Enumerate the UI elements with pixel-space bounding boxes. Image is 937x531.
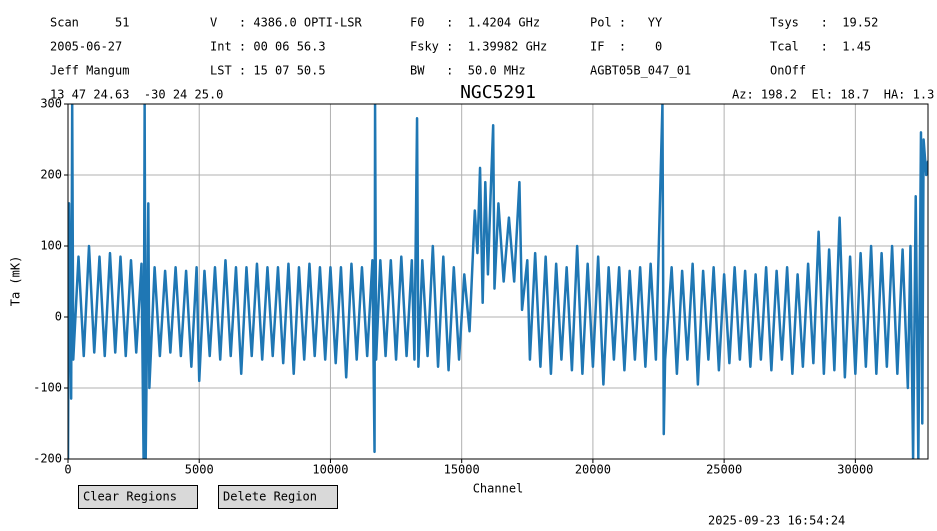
header-field: IF : 0 bbox=[590, 40, 662, 54]
header-field: Fsky : 1.39982 GHz bbox=[410, 40, 547, 54]
header-field: Int : 00 06 56.3 bbox=[210, 40, 326, 54]
button-label[interactable]: Delete Region bbox=[223, 490, 317, 504]
plot-frame bbox=[67, 103, 929, 460]
pointing: Az: 198.2 El: 18.7 HA: 1.3 bbox=[732, 88, 934, 102]
x-tick-label: 15000 bbox=[444, 463, 480, 477]
y-tick-label: 100 bbox=[40, 239, 62, 253]
header-field: BW : 50.0 MHz bbox=[410, 64, 526, 78]
header-field: Scan 51 bbox=[50, 16, 129, 30]
header-field: 2005-06-27 bbox=[50, 40, 122, 54]
header-field: LST : 15 07 50.5 bbox=[210, 64, 326, 78]
header-field: OnOff bbox=[770, 64, 806, 78]
y-tick-label: -100 bbox=[33, 381, 62, 395]
header-field: Pol : YY bbox=[590, 16, 663, 30]
header-field: V : 4386.0 OPTI-LSR bbox=[210, 16, 362, 30]
button-label[interactable]: Clear Regions bbox=[83, 490, 177, 504]
coords: 13 47 24.63 -30 24 25.0 bbox=[50, 88, 223, 102]
y-tick-label: 0 bbox=[55, 310, 62, 324]
y-tick-label: 300 bbox=[40, 97, 62, 111]
header-field: F0 : 1.4204 GHz bbox=[410, 16, 540, 30]
button-box[interactable] bbox=[218, 485, 338, 509]
button-box[interactable] bbox=[78, 485, 198, 509]
y-axis-label: Ta (mK) bbox=[9, 256, 23, 307]
x-tick-label: 5000 bbox=[185, 463, 214, 477]
x-tick-label: 20000 bbox=[575, 463, 611, 477]
x-axis-label: Channel bbox=[473, 482, 524, 496]
timestamp: 2025-09-23 16:54:24 bbox=[708, 514, 845, 528]
delete-region-button[interactable]: Delete Region bbox=[218, 485, 338, 509]
clear-regions-button[interactable]: Clear Regions bbox=[78, 485, 198, 509]
spectrum-line bbox=[68, 104, 928, 459]
x-tick-label: 10000 bbox=[312, 463, 348, 477]
y-tick-label: 200 bbox=[40, 168, 62, 182]
y-tick-label: -200 bbox=[33, 452, 62, 466]
header-field: Jeff Mangum bbox=[50, 64, 129, 78]
chart-title: NGC5291 bbox=[460, 82, 536, 103]
header-field: Tcal : 1.45 bbox=[770, 40, 871, 54]
header-field: AGBT05B_047_01 bbox=[590, 64, 691, 78]
x-tick-label: 25000 bbox=[706, 463, 742, 477]
header-field: Tsys : 19.52 bbox=[770, 16, 878, 30]
x-tick-label: 0 bbox=[64, 463, 71, 477]
x-tick-label: 30000 bbox=[837, 463, 873, 477]
